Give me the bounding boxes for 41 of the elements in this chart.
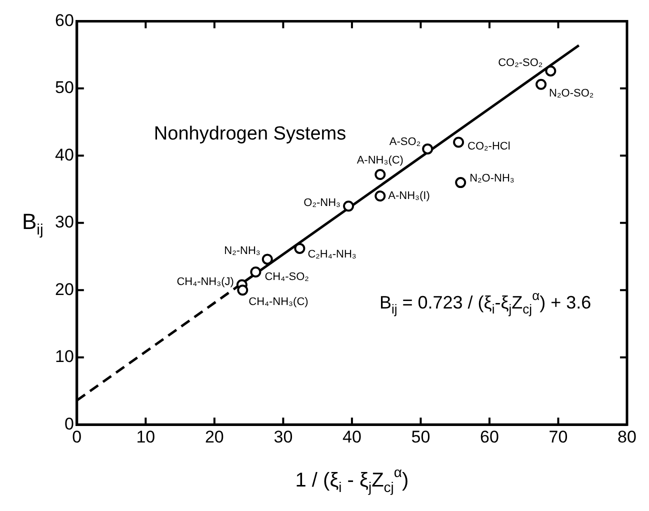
x-tick-label: 70: [548, 427, 568, 446]
point: [237, 284, 248, 296]
x-tick-label: 40: [342, 427, 362, 446]
x-tick-label: 80: [618, 427, 636, 446]
annotation: CO₂-SO₂: [498, 56, 543, 69]
y-tick-label: 20: [54, 280, 74, 299]
y-tick-label: 60: [54, 10, 74, 30]
annotation: A-SO₂: [389, 136, 421, 148]
point: [453, 136, 464, 148]
point: [545, 65, 556, 76]
point: [374, 190, 386, 202]
annotation: N₂O-NH₃: [470, 172, 514, 185]
annotation: A-NH₃(I): [388, 190, 430, 202]
y-tick-label: 10: [54, 347, 74, 366]
annotation: N₂O-SO₂: [549, 87, 594, 100]
x-tick-label: 60: [480, 427, 499, 446]
y-tick-label: 40: [54, 145, 74, 164]
annotation: CO₂-HCl: [468, 140, 510, 152]
x-tick-label: 10: [136, 427, 156, 446]
point: [536, 78, 547, 90]
point: [374, 168, 386, 180]
y-tick-label: 50: [54, 78, 74, 98]
x-tick-label: 20: [204, 427, 224, 446]
y-tick-label: 30: [54, 212, 74, 232]
point: [343, 200, 354, 212]
annotation: CH₄-SO₂: [264, 271, 309, 284]
annotation: CH₄-NH₃(C): [248, 296, 308, 308]
annotation: O₂-NH₃: [304, 197, 341, 210]
annotation: Nonhydrogen Systems: [154, 123, 346, 144]
point: [250, 266, 262, 278]
x-tick-label: 50: [411, 427, 430, 446]
annotation: C₂H₄-NH₃: [308, 248, 356, 260]
x-tick-label: 30: [274, 427, 293, 446]
annotation: CH₄-NH₃(J): [176, 276, 234, 288]
y-tick-label: 0: [64, 414, 74, 434]
point: [262, 254, 273, 265]
point: [294, 242, 306, 254]
annotation: N₂-NH₃: [224, 245, 260, 258]
annotation: A-NH₃(C): [356, 154, 404, 167]
point: [422, 143, 434, 154]
point: [455, 177, 466, 188]
